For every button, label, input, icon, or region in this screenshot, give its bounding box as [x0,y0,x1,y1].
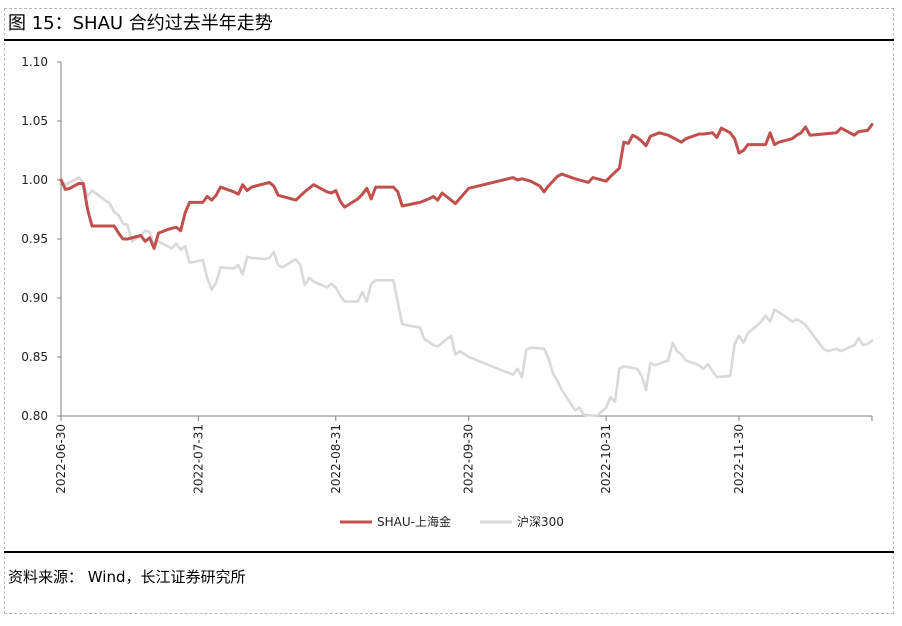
chart-series [59,123,874,418]
y-tick-label: 1.10 [21,55,48,69]
x-tick-label: 2022-07-31 [191,424,205,494]
figure-title: 图 15：SHAU 合约过去半年走势 [8,13,273,34]
y-tick-label: 0.90 [21,291,48,305]
series-line [59,176,874,418]
legend-label: 沪深300 [517,515,564,529]
chart-legend: SHAU-上海金 沪深300 [340,514,564,529]
x-tick-label: 2022-11-30 [732,424,746,494]
y-tick-label: 0.85 [21,350,48,364]
y-tick-label: 1.00 [21,173,48,187]
source-rule [4,551,894,553]
series-line [59,123,874,250]
x-tick-label: 2022-09-30 [462,424,476,494]
y-tick-label: 0.95 [21,232,48,246]
x-tick-label: 2022-08-31 [329,424,343,494]
figure-frame [4,8,894,614]
source-note: 资料来源： Wind，长江证券研究所 [8,568,246,586]
chart-axes: 0.80 0.85 0.90 0.95 1.00 1.05 1.10 2022-06-30 20… [21,55,873,494]
y-tick-label: 0.80 [21,409,48,423]
title-rule [4,39,894,41]
x-tick-label: 2022-10-31 [599,424,613,494]
legend-label: SHAU-上海金 [377,514,451,529]
y-tick-label: 1.05 [21,114,48,128]
x-tick-label: 2022-06-30 [54,424,68,494]
